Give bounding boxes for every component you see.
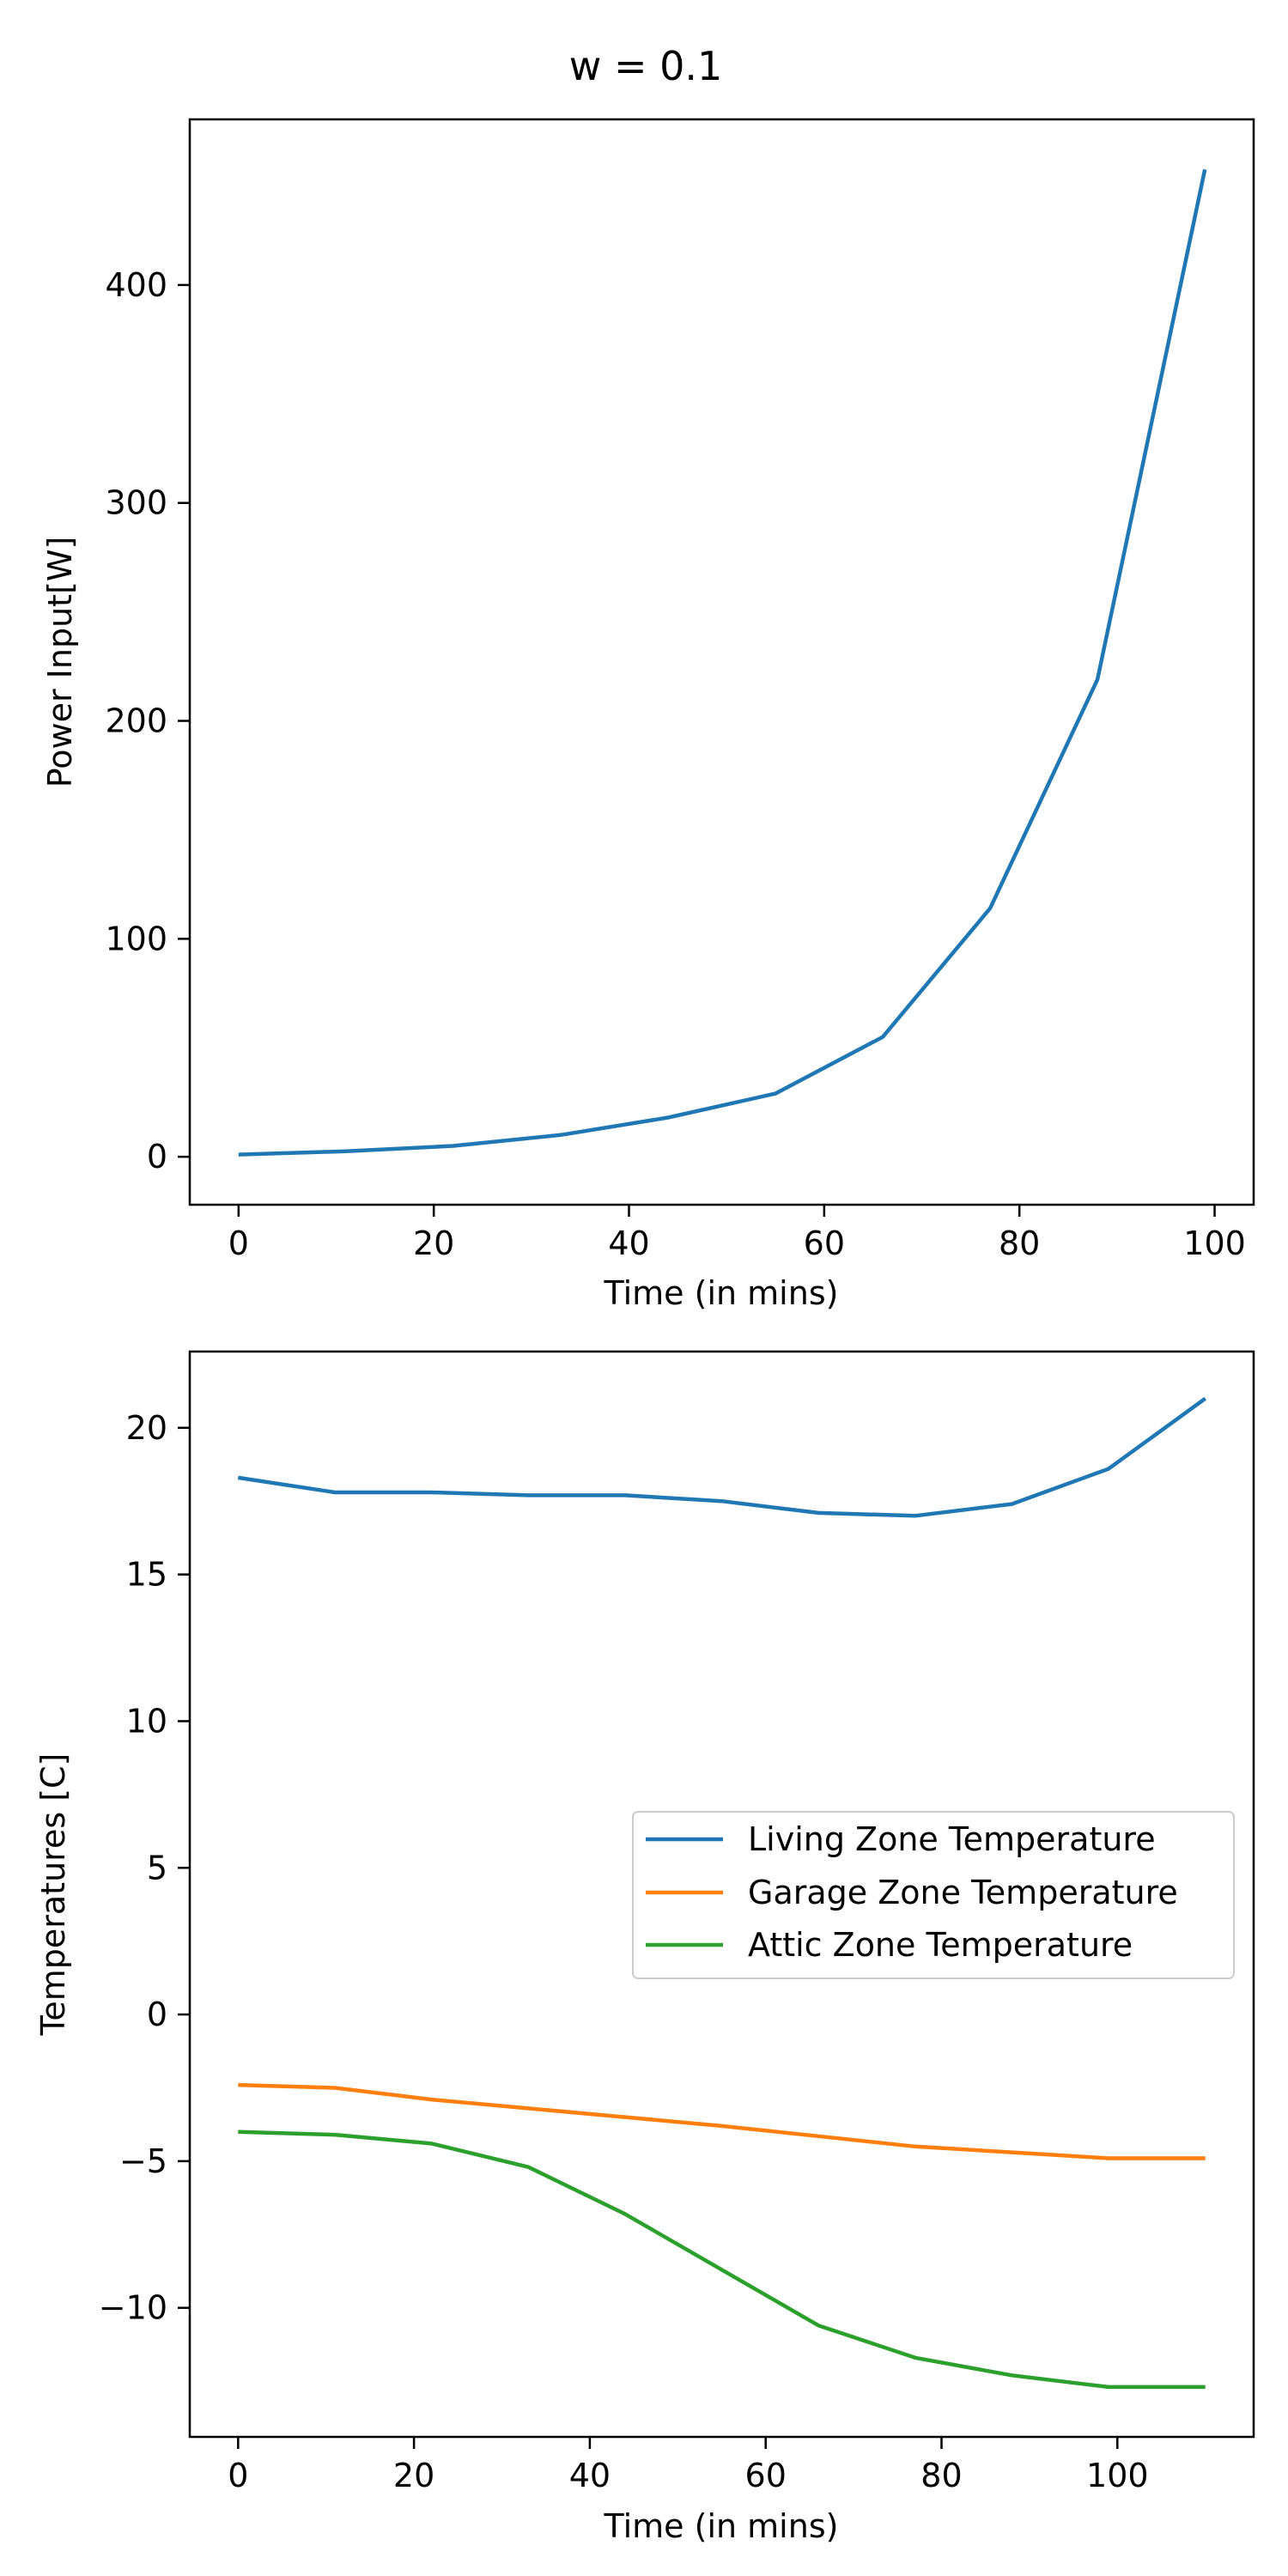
legend-label-attic: Attic Zone Temperature — [748, 1926, 1133, 1964]
power-y-axis-label: Power Input[W] — [41, 537, 79, 788]
temperature-y-axis-label: Temperatures [C] — [34, 1753, 72, 2037]
x-tick-label: 0 — [228, 2457, 248, 2494]
x-tick-label: 40 — [569, 2457, 611, 2494]
power-plot-frame — [188, 118, 1255, 1206]
x-tick-label: 40 — [608, 1224, 649, 1262]
x-tick-label: 60 — [745, 2457, 787, 2494]
y-tick-label: 400 — [105, 266, 167, 304]
x-tick-label: 80 — [999, 1224, 1040, 1262]
y-tick-label: 5 — [147, 1849, 167, 1886]
legend-box — [632, 1811, 1235, 1979]
x-tick-label: 60 — [804, 1224, 845, 1262]
living-series-line — [237, 1396, 1207, 1518]
temperature-series-group — [237, 1396, 1207, 2390]
y-tick-label: −10 — [99, 2289, 167, 2327]
figure-title: w = 0.1 — [569, 43, 723, 89]
power-input-chart: 0 20 40 60 80 100 0 100 200 300 400 Time (in mins… — [41, 118, 1255, 1312]
y-tick-label: −5 — [119, 2142, 167, 2180]
temperature-chart: 0 20 40 60 80 100 −10 −5 0 5 10 15 20 Time (in mins… — [34, 1350, 1255, 2545]
y-tick-label: 300 — [105, 484, 167, 522]
y-tick-label: 15 — [126, 1556, 167, 1594]
legend: Living Zone Temperature Garage Zone Temp… — [632, 1811, 1235, 1979]
x-tick-label: 20 — [393, 2457, 434, 2494]
x-tick-label: 100 — [1183, 1224, 1246, 1262]
x-tick-label: 100 — [1086, 2457, 1149, 2494]
y-tick-label: 10 — [126, 1702, 167, 1740]
y-tick-label: 0 — [147, 1996, 167, 2033]
y-tick-label: 0 — [147, 1138, 167, 1176]
power-series-line — [238, 168, 1207, 1157]
power-series-group — [238, 168, 1207, 1157]
temperature-x-axis-label: Time (in mins) — [604, 2507, 839, 2545]
legend-label-living: Living Zone Temperature — [748, 1820, 1156, 1858]
power-x-axis-label: Time (in mins) — [604, 1274, 839, 1312]
x-tick-label: 0 — [228, 1224, 249, 1262]
attic-series-line — [238, 2129, 1206, 2390]
power-x-ticks: 0 20 40 60 80 100 — [228, 1205, 1246, 1262]
garage-series-line — [238, 2082, 1206, 2160]
temperature-plot-frame — [188, 1350, 1255, 2439]
x-tick-label: 20 — [413, 1224, 454, 1262]
y-tick-label: 100 — [105, 920, 167, 957]
y-tick-label: 20 — [126, 1409, 167, 1447]
x-tick-label: 80 — [920, 2457, 962, 2494]
temperature-y-ticks: −10 −5 0 5 10 15 20 — [99, 1409, 190, 2327]
power-y-ticks: 0 100 200 300 400 — [105, 266, 190, 1176]
temperature-x-ticks: 0 20 40 60 80 100 — [228, 2437, 1149, 2494]
legend-label-garage: Garage Zone Temperature — [748, 1874, 1178, 1911]
y-tick-label: 200 — [105, 702, 167, 740]
